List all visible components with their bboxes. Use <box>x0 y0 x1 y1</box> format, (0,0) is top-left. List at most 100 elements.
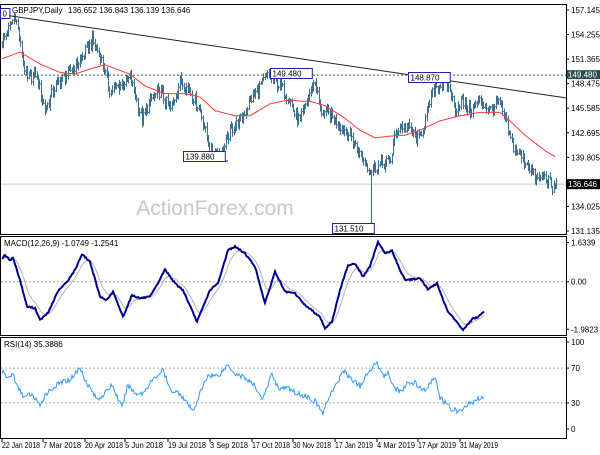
ohlc-bar <box>154 92 157 99</box>
ohlc-bar <box>524 162 527 168</box>
annotation-label: 139.880 <box>186 153 215 162</box>
ohlc-bar <box>73 65 76 75</box>
ohlc-bar <box>474 100 477 109</box>
ohlc-bar <box>297 112 300 126</box>
watermark: ActionForex.com <box>136 197 294 220</box>
ohlc-bar <box>46 102 49 111</box>
trendline <box>1 14 567 99</box>
ohlc-bar <box>304 102 307 110</box>
price-title: GBPJPY,Daily <box>12 6 63 15</box>
ohlc-bar <box>150 93 153 102</box>
x-tick-label: 17 Jan 2019 <box>335 441 373 450</box>
ohlc-bar <box>100 54 103 63</box>
rsi-y-tick-label: 30 <box>571 399 580 408</box>
annotation-box <box>0 8 11 19</box>
ohlc-bar <box>516 149 519 156</box>
ohlc-bar <box>327 104 330 115</box>
ohlc-bar <box>181 78 184 90</box>
ohlc-bar <box>138 107 141 117</box>
ohlc-bar <box>397 127 400 136</box>
y-tick-label: 139.805 <box>571 153 600 162</box>
annotation-box <box>183 151 226 162</box>
x-tick-label: 31 May 2019 <box>460 441 498 450</box>
ohlc-bar <box>478 95 481 104</box>
ohlc-bar <box>104 69 107 75</box>
ohlc-bar <box>501 100 504 116</box>
price-annotation: 148.870 <box>408 72 451 83</box>
ohlc-bar <box>323 109 326 119</box>
annotation-box <box>270 68 313 79</box>
ohlc-bar <box>50 84 53 98</box>
ohlc-bar <box>146 104 149 115</box>
ohlc-bar <box>343 125 346 137</box>
ohlc-bar <box>34 66 37 78</box>
ohlc-bar <box>377 160 380 175</box>
ohlc-bar <box>266 69 269 80</box>
ohlc-bar <box>420 130 423 137</box>
ohlc-bar <box>458 104 461 112</box>
ohlc-bar <box>489 105 492 110</box>
ohlc-bar <box>162 85 165 105</box>
ohlc-bar <box>123 81 126 91</box>
ohlc-bar <box>38 79 41 91</box>
ohlc-bar <box>350 128 353 142</box>
ohlc-bar <box>312 79 315 92</box>
ohlc-bar <box>416 129 419 148</box>
ohlc-bar <box>339 123 342 135</box>
rsi-line <box>1 360 485 416</box>
price-annotation: 149.480 <box>270 68 313 79</box>
resistance-price-label: 149.480 <box>568 71 597 80</box>
x-tick-label: 20 Apr 2018 <box>85 441 123 450</box>
ohlc-bar <box>204 125 207 133</box>
ohlc-bar <box>439 83 442 89</box>
ohlc-bar <box>169 100 172 112</box>
ohlc-bar <box>370 169 373 228</box>
ohlc-bar <box>300 108 303 123</box>
ohlc-bar <box>335 113 338 129</box>
ohlc-bar <box>158 86 161 101</box>
ohlc-bar <box>57 76 60 86</box>
moving-average-line <box>1 51 556 157</box>
ohlc-bar <box>77 61 80 71</box>
ohlc-bar <box>111 85 114 95</box>
annotation-label: 131.510 <box>335 225 364 234</box>
ohlc-bar <box>115 82 118 90</box>
ohlc-bar <box>532 167 535 176</box>
ohlc-bar <box>374 162 377 174</box>
ohlc-bar <box>26 65 29 82</box>
ohlc-bar <box>239 113 242 122</box>
ohlc-bar <box>431 87 434 98</box>
ohlc-bar <box>196 106 199 112</box>
ohlc-bar <box>455 108 458 118</box>
ohlc-bar <box>173 99 176 106</box>
resistance-price-tag <box>567 70 600 80</box>
y-tick-label: 148.475 <box>571 80 600 89</box>
annotation-label: 148.870 <box>411 74 440 83</box>
ohlc-bar <box>551 185 554 195</box>
rsi-y-tick-label: 70 <box>571 364 580 373</box>
ohlc-bar <box>84 44 87 60</box>
ohlc-bar <box>177 82 180 100</box>
ohlc-bar <box>235 116 238 131</box>
y-tick-label: 131.135 <box>571 227 600 236</box>
x-tick-label: 17 Apr 2019 <box>418 441 456 450</box>
x-tick-label: 3 Sep 2018 <box>210 441 249 450</box>
ohlc-bar <box>227 132 230 145</box>
ohlc-bar <box>131 80 134 87</box>
ohlc-bar <box>19 36 22 47</box>
ohlc-bar <box>347 132 350 142</box>
ohlc-bar <box>30 69 33 85</box>
ohlc-bar <box>497 97 500 106</box>
annotation-label: 0 <box>3 10 8 19</box>
macd-y-tick-label: 1.6339 <box>571 238 596 247</box>
ohlc-bar <box>165 96 168 110</box>
ohlc-bar <box>362 157 365 166</box>
annotation-label: 149.480 <box>273 70 302 79</box>
ohlc-bar <box>42 98 45 105</box>
macd-title: MACD(12,26,9) -1.0749 -1.2541 <box>4 239 119 248</box>
price-annotation: 131.510 <box>332 223 375 234</box>
ohlc-bar <box>69 64 72 73</box>
ohlc-bar <box>15 19 18 25</box>
ohlc-bar <box>354 139 357 147</box>
